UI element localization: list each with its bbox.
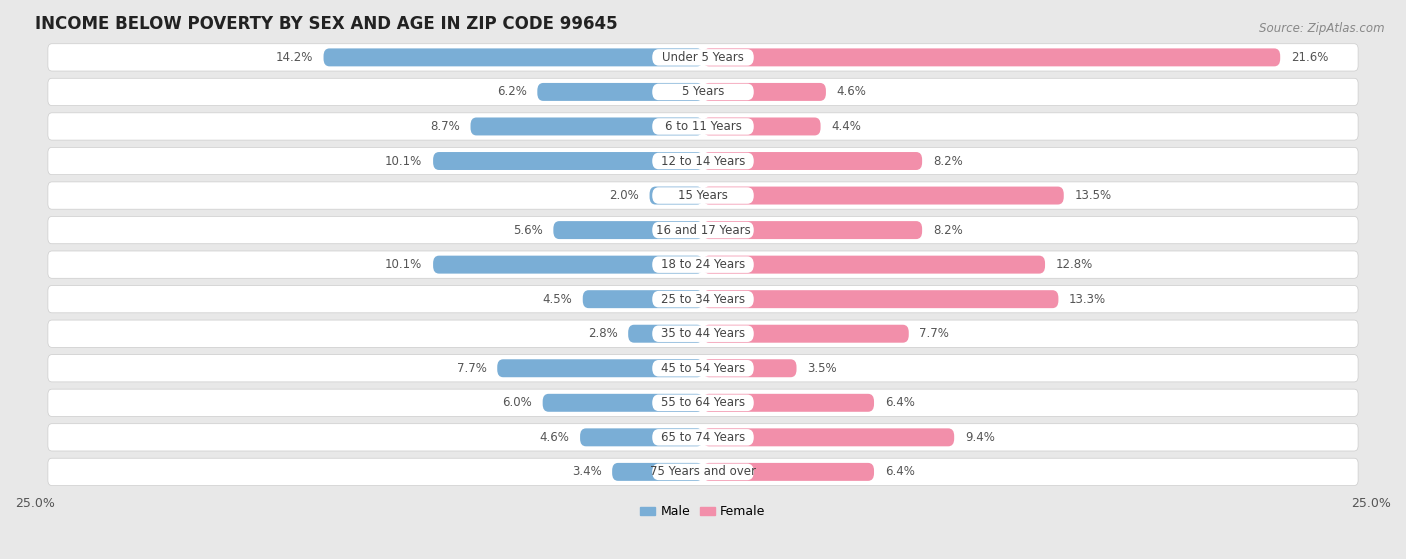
FancyBboxPatch shape bbox=[433, 152, 703, 170]
FancyBboxPatch shape bbox=[703, 221, 922, 239]
FancyBboxPatch shape bbox=[323, 49, 703, 67]
FancyBboxPatch shape bbox=[652, 153, 754, 169]
FancyBboxPatch shape bbox=[652, 84, 754, 100]
Text: 25 to 34 Years: 25 to 34 Years bbox=[661, 293, 745, 306]
FancyBboxPatch shape bbox=[652, 257, 754, 273]
FancyBboxPatch shape bbox=[628, 325, 703, 343]
FancyBboxPatch shape bbox=[652, 325, 754, 342]
Text: 10.1%: 10.1% bbox=[385, 154, 422, 168]
Text: 4.6%: 4.6% bbox=[540, 431, 569, 444]
Text: 6.2%: 6.2% bbox=[496, 86, 527, 98]
Text: 7.7%: 7.7% bbox=[920, 327, 949, 340]
FancyBboxPatch shape bbox=[48, 320, 1358, 347]
FancyBboxPatch shape bbox=[48, 216, 1358, 244]
FancyBboxPatch shape bbox=[48, 182, 1358, 209]
Text: 8.2%: 8.2% bbox=[932, 154, 963, 168]
FancyBboxPatch shape bbox=[703, 117, 821, 135]
FancyBboxPatch shape bbox=[703, 325, 908, 343]
Text: 2.8%: 2.8% bbox=[588, 327, 617, 340]
FancyBboxPatch shape bbox=[703, 255, 1045, 273]
FancyBboxPatch shape bbox=[554, 221, 703, 239]
FancyBboxPatch shape bbox=[471, 117, 703, 135]
FancyBboxPatch shape bbox=[652, 360, 754, 377]
FancyBboxPatch shape bbox=[652, 429, 754, 446]
FancyBboxPatch shape bbox=[652, 118, 754, 135]
Text: Under 5 Years: Under 5 Years bbox=[662, 51, 744, 64]
Text: 2.0%: 2.0% bbox=[609, 189, 638, 202]
Text: 14.2%: 14.2% bbox=[276, 51, 314, 64]
Text: 9.4%: 9.4% bbox=[965, 431, 995, 444]
FancyBboxPatch shape bbox=[537, 83, 703, 101]
Text: Source: ZipAtlas.com: Source: ZipAtlas.com bbox=[1260, 22, 1385, 35]
FancyBboxPatch shape bbox=[48, 354, 1358, 382]
FancyBboxPatch shape bbox=[543, 394, 703, 412]
Text: 4.4%: 4.4% bbox=[831, 120, 860, 133]
FancyBboxPatch shape bbox=[703, 83, 825, 101]
Text: 13.5%: 13.5% bbox=[1074, 189, 1112, 202]
FancyBboxPatch shape bbox=[48, 78, 1358, 106]
FancyBboxPatch shape bbox=[703, 49, 1281, 67]
Text: 10.1%: 10.1% bbox=[385, 258, 422, 271]
Text: 3.5%: 3.5% bbox=[807, 362, 837, 375]
Text: INCOME BELOW POVERTY BY SEX AND AGE IN ZIP CODE 99645: INCOME BELOW POVERTY BY SEX AND AGE IN Z… bbox=[35, 15, 617, 33]
FancyBboxPatch shape bbox=[703, 290, 1059, 308]
FancyBboxPatch shape bbox=[652, 49, 754, 65]
FancyBboxPatch shape bbox=[48, 424, 1358, 451]
Text: 6 to 11 Years: 6 to 11 Years bbox=[665, 120, 741, 133]
FancyBboxPatch shape bbox=[48, 113, 1358, 140]
Text: 6.4%: 6.4% bbox=[884, 466, 914, 479]
FancyBboxPatch shape bbox=[582, 290, 703, 308]
Text: 13.3%: 13.3% bbox=[1069, 293, 1107, 306]
Text: 12 to 14 Years: 12 to 14 Years bbox=[661, 154, 745, 168]
FancyBboxPatch shape bbox=[48, 458, 1358, 486]
Text: 4.5%: 4.5% bbox=[543, 293, 572, 306]
Text: 5.6%: 5.6% bbox=[513, 224, 543, 236]
Text: 75 Years and over: 75 Years and over bbox=[650, 466, 756, 479]
FancyBboxPatch shape bbox=[703, 463, 875, 481]
FancyBboxPatch shape bbox=[703, 428, 955, 446]
FancyBboxPatch shape bbox=[433, 255, 703, 273]
FancyBboxPatch shape bbox=[48, 44, 1358, 71]
Text: 16 and 17 Years: 16 and 17 Years bbox=[655, 224, 751, 236]
FancyBboxPatch shape bbox=[652, 187, 754, 204]
FancyBboxPatch shape bbox=[703, 359, 797, 377]
Text: 6.0%: 6.0% bbox=[502, 396, 531, 409]
FancyBboxPatch shape bbox=[652, 291, 754, 307]
Text: 15 Years: 15 Years bbox=[678, 189, 728, 202]
FancyBboxPatch shape bbox=[652, 463, 754, 480]
Text: 55 to 64 Years: 55 to 64 Years bbox=[661, 396, 745, 409]
FancyBboxPatch shape bbox=[48, 389, 1358, 416]
Text: 45 to 54 Years: 45 to 54 Years bbox=[661, 362, 745, 375]
Legend: Male, Female: Male, Female bbox=[636, 500, 770, 523]
Text: 65 to 74 Years: 65 to 74 Years bbox=[661, 431, 745, 444]
FancyBboxPatch shape bbox=[703, 152, 922, 170]
FancyBboxPatch shape bbox=[48, 286, 1358, 313]
FancyBboxPatch shape bbox=[612, 463, 703, 481]
Text: 3.4%: 3.4% bbox=[572, 466, 602, 479]
FancyBboxPatch shape bbox=[498, 359, 703, 377]
FancyBboxPatch shape bbox=[652, 395, 754, 411]
Text: 8.7%: 8.7% bbox=[430, 120, 460, 133]
FancyBboxPatch shape bbox=[650, 187, 703, 205]
Text: 35 to 44 Years: 35 to 44 Years bbox=[661, 327, 745, 340]
FancyBboxPatch shape bbox=[703, 187, 1064, 205]
Text: 5 Years: 5 Years bbox=[682, 86, 724, 98]
Text: 21.6%: 21.6% bbox=[1291, 51, 1329, 64]
Text: 7.7%: 7.7% bbox=[457, 362, 486, 375]
FancyBboxPatch shape bbox=[652, 222, 754, 238]
Text: 4.6%: 4.6% bbox=[837, 86, 866, 98]
Text: 6.4%: 6.4% bbox=[884, 396, 914, 409]
FancyBboxPatch shape bbox=[703, 394, 875, 412]
Text: 8.2%: 8.2% bbox=[932, 224, 963, 236]
FancyBboxPatch shape bbox=[48, 251, 1358, 278]
Text: 18 to 24 Years: 18 to 24 Years bbox=[661, 258, 745, 271]
FancyBboxPatch shape bbox=[581, 428, 703, 446]
Text: 12.8%: 12.8% bbox=[1056, 258, 1092, 271]
FancyBboxPatch shape bbox=[48, 148, 1358, 174]
